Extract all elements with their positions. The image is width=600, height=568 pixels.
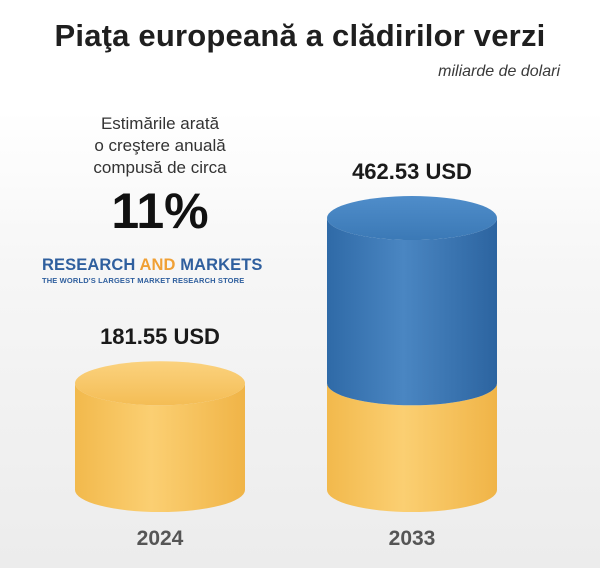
chart-subtitle: miliarde de dolari	[438, 63, 560, 80]
logo-wordmark: RESEARCH AND MARKETS	[42, 256, 264, 275]
cylinder-body-2024	[75, 383, 245, 512]
value-label-2024: 181.55 USD	[100, 324, 220, 349]
logo-tagline: THE WORLD'S LARGEST MARKET RESEARCH STOR…	[42, 276, 245, 285]
growth-rate-value: 11%	[111, 183, 209, 239]
bars-group	[75, 196, 497, 512]
chart-title: Piaţa europeană a clădirilor verzi	[54, 18, 546, 53]
logo-word-markets: MARKETS	[175, 256, 263, 274]
growth-note-line-1: Estimările arată	[100, 114, 220, 133]
cylinder-top-2024	[75, 361, 245, 406]
cylinder-top-2033	[327, 196, 497, 241]
cylinder-base-segment-2033	[327, 383, 497, 512]
growth-note-line-2: o creştere anuală	[94, 136, 226, 155]
research-and-markets-logo: RESEARCH AND MARKETS THE WORLD'S LARGEST…	[42, 256, 264, 285]
logo-word-and: AND	[139, 256, 176, 274]
growth-note-line-3: compusă de circa	[93, 158, 227, 177]
growth-note: Estimările arată o creştere anuală compu…	[50, 113, 270, 179]
cylinder-growth-segment-2033	[327, 218, 497, 406]
logo-word-research: RESEARCH	[42, 256, 140, 274]
x-tick-label-2033: 2033	[389, 527, 436, 550]
value-label-2033: 462.53 USD	[352, 159, 472, 184]
x-tick-label-2024: 2024	[137, 527, 184, 550]
